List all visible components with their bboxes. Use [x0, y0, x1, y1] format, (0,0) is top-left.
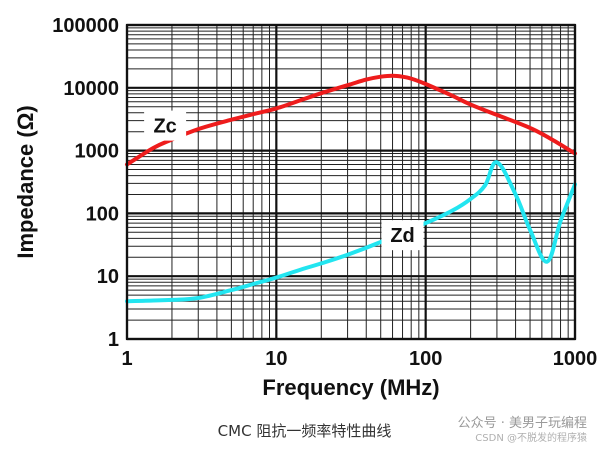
figure-caption: CMC 阻抗一频率特性曲线	[217, 422, 392, 440]
plot-border	[125, 23, 577, 341]
y-tick-label: 100000	[52, 15, 119, 37]
y-tick-label: 1	[108, 329, 119, 351]
x-tick-label: 10	[265, 348, 287, 370]
y-tick-label: 10	[97, 266, 119, 288]
y-axis-label: Impedance (Ω)	[13, 105, 38, 258]
watermark-csdn: CSDN @不脱发的程序猿	[475, 433, 587, 444]
plot-frame	[125, 23, 577, 341]
watermark-account: 公众号 · 美男子玩编程	[457, 416, 587, 431]
x-axis-label: Frequency (MHz)	[262, 375, 439, 400]
series-line-zc	[125, 73, 577, 167]
y-tick-label: 100	[86, 203, 119, 225]
minor-grid	[127, 25, 575, 339]
series-label-text: Zd	[390, 225, 414, 247]
plot-background	[127, 25, 575, 339]
y-tick-label: 1000	[75, 141, 120, 163]
watermark: 公众号 · 美男子玩编程 CSDN @不脱发的程序猿	[458, 416, 587, 446]
x-tick-label: 1000	[553, 348, 598, 370]
x-tick-label: 100	[409, 348, 442, 370]
annotation-layer: Zc Zd	[144, 110, 424, 251]
x-tick-labels: 1 10 100 1000	[121, 348, 597, 370]
x-tick-label: 1	[121, 348, 132, 370]
plot-area	[127, 25, 575, 339]
series-label-box	[381, 220, 424, 251]
series-label-text: Zc	[153, 116, 176, 138]
series-label-box	[144, 110, 187, 141]
y-tick-labels: 1 10 100 1000 10000 100000	[52, 15, 119, 351]
y-tick-label: 10000	[63, 78, 119, 100]
